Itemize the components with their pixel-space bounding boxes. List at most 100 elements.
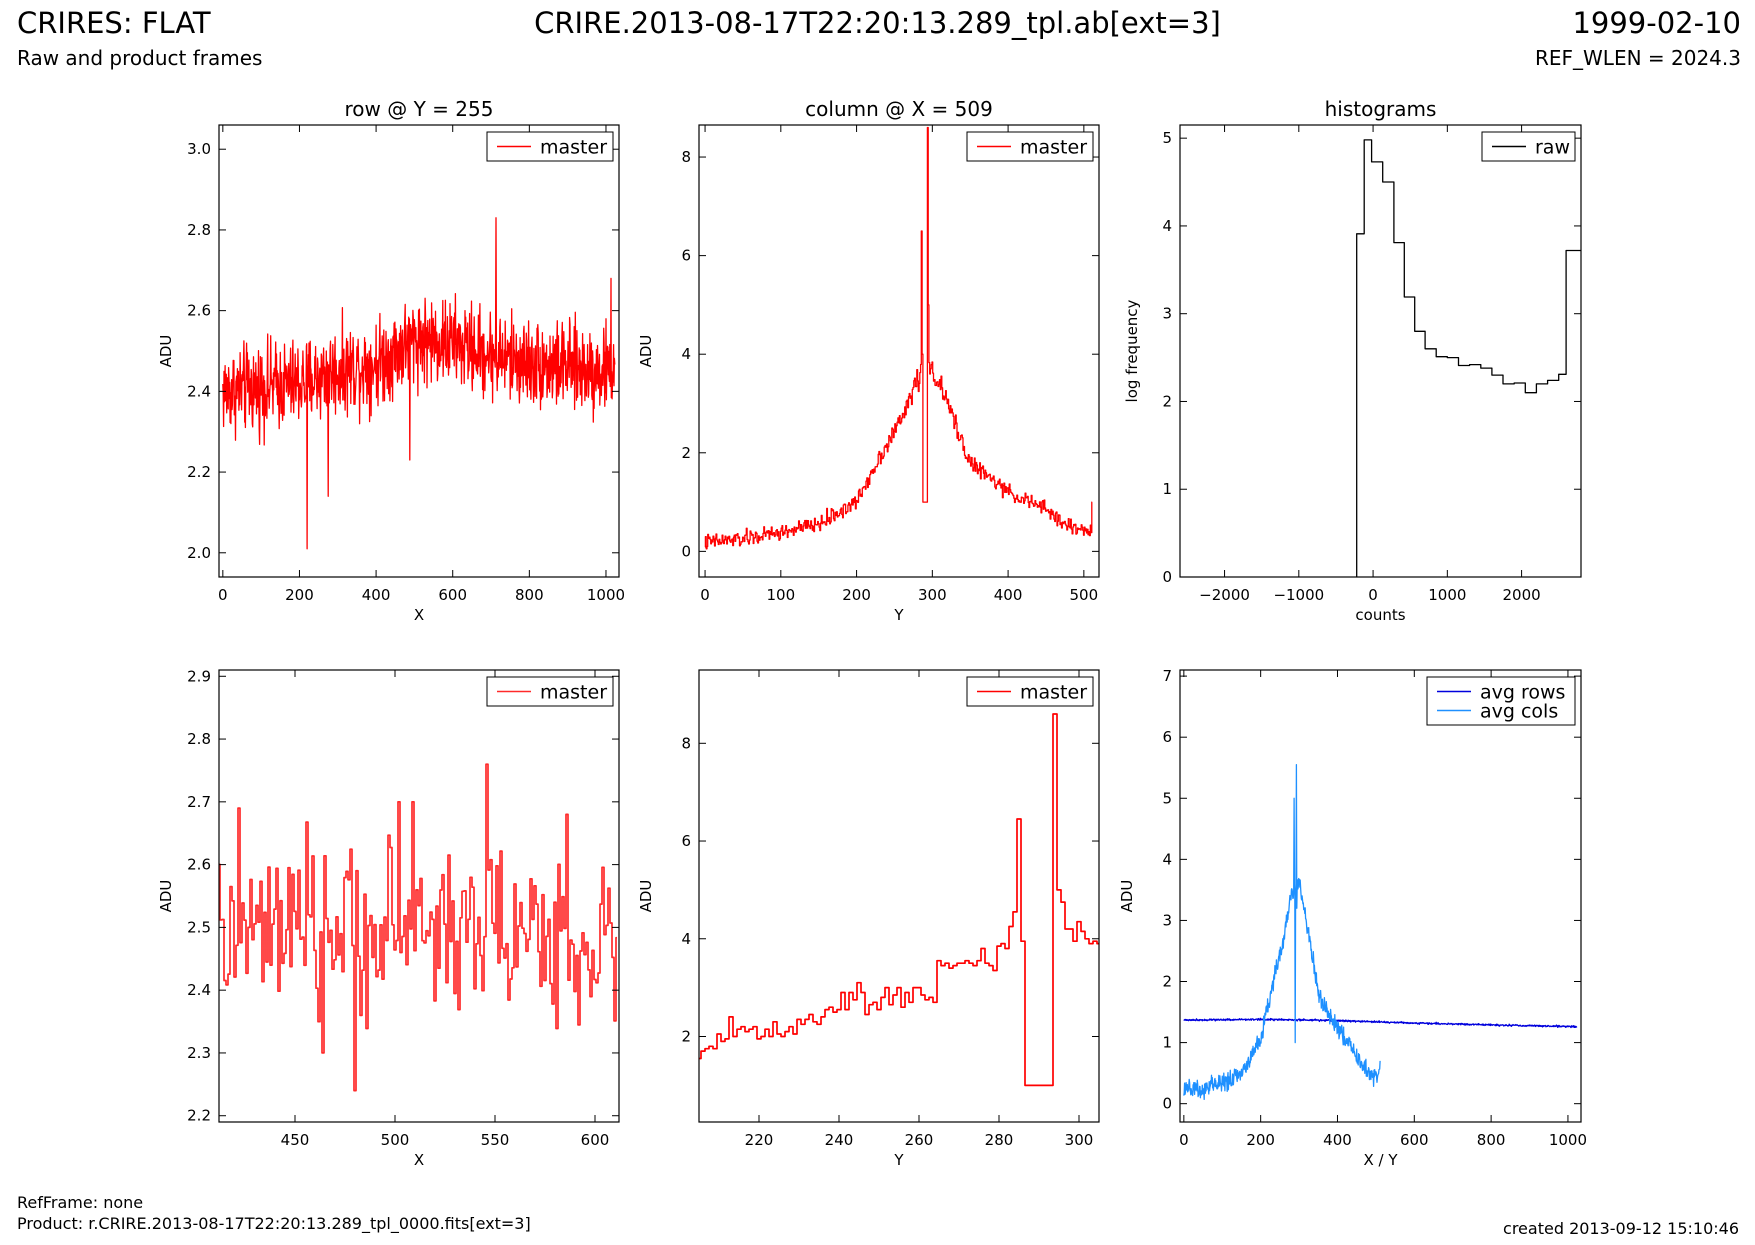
- y-tick-label: 5: [1162, 129, 1172, 147]
- y-tick-label: 4: [681, 930, 691, 948]
- x-axis-label: counts: [1355, 606, 1405, 624]
- y-axis-label: ADU: [637, 335, 655, 368]
- x-tick-label: 800: [1477, 1131, 1506, 1149]
- chart-averages: 0 200 400 600 800 1000 0 1 2 3 4 5 6 7 X / Y ADU avg row…: [1118, 667, 1587, 1169]
- y-tick-label: 2.6: [187, 856, 211, 874]
- chart-title: row @ Y = 255: [345, 97, 494, 121]
- page-title: CRIRES: FLAT: [17, 6, 211, 40]
- y-tick-label: 4: [681, 345, 691, 363]
- y-tick-label: 4: [1162, 217, 1172, 235]
- x-axis-label: Y: [893, 606, 904, 624]
- y-tick-label: 7: [1162, 667, 1172, 685]
- axes-frame: [218, 124, 620, 578]
- y-tick-label: 4: [1162, 850, 1172, 868]
- y-tick-label: 2.8: [187, 221, 211, 239]
- y-tick-label: 5: [1162, 789, 1172, 807]
- y-axis-label: log frequency: [1123, 299, 1141, 402]
- y-tick-label: 0: [1162, 1095, 1172, 1113]
- x-tick-label: 1000: [1428, 586, 1466, 604]
- x-tick-label: 300: [1065, 1131, 1094, 1149]
- y-tick-label: 2.5: [187, 918, 211, 936]
- chart-row-zoom: 450 500 550 600 2.2 2.3 2.4 2.5 2.6 2.7 2.8 2.9 X ADU…: [157, 667, 620, 1169]
- y-tick-label: 3: [1162, 911, 1172, 929]
- x-tick-label: 0: [1179, 1131, 1189, 1149]
- y-tick-label: 2.3: [187, 1044, 211, 1062]
- legend: master: [486, 676, 614, 707]
- ref-frame-label: RefFrame: none: [17, 1193, 144, 1212]
- y-tick-label: 2.7: [187, 793, 211, 811]
- product-label: Product: r.CRIRE.2013-08-17T22:20:13.289…: [17, 1214, 531, 1233]
- series-master: [219, 763, 617, 1092]
- series-raw: [1356, 139, 1581, 577]
- legend-label: master: [1020, 137, 1087, 159]
- series-avg-cols: [1183, 764, 1381, 1101]
- chart-column: 0 100 200 300 400 500 0 2 4 6 8 column @ X = 509 Y AD…: [637, 97, 1100, 624]
- x-tick-label: 200: [842, 586, 871, 604]
- y-tick-label: 2.2: [187, 463, 211, 481]
- x-tick-label: 300: [918, 586, 947, 604]
- legend: master: [486, 131, 614, 162]
- y-tick-label: 2: [681, 1027, 691, 1045]
- x-tick-label: 800: [515, 586, 544, 604]
- legend-label: master: [1020, 682, 1087, 704]
- series-master: [704, 126, 1093, 550]
- y-axis-label: ADU: [637, 880, 655, 913]
- chart-histograms: −2000 −1000 0 1000 2000 0 1 2 3 4 5 histograms count…: [1123, 97, 1582, 624]
- x-tick-label: 600: [1400, 1131, 1429, 1149]
- created-label: created 2013-09-12 15:10:46: [1503, 1219, 1739, 1238]
- legend: master: [966, 131, 1094, 162]
- x-tick-label: 0: [218, 586, 228, 604]
- legend: raw: [1481, 131, 1576, 162]
- x-tick-label: −2000: [1199, 586, 1250, 604]
- x-tick-label: 240: [825, 1131, 854, 1149]
- axes-frame: [1179, 669, 1582, 1123]
- y-axis-label: ADU: [1118, 880, 1136, 913]
- y-tick-label: 3: [1162, 305, 1172, 323]
- x-tick-label: 100: [766, 586, 795, 604]
- x-tick-label: 500: [381, 1131, 410, 1149]
- x-tick-label: 550: [481, 1131, 510, 1149]
- axes-frame: [1179, 124, 1582, 578]
- legend-label: raw: [1535, 137, 1570, 159]
- x-tick-label: 260: [905, 1131, 934, 1149]
- x-tick-label: 500: [1070, 586, 1099, 604]
- x-tick-label: 1000: [1549, 1131, 1587, 1149]
- x-tick-label: 400: [362, 586, 391, 604]
- x-tick-label: 200: [285, 586, 314, 604]
- x-tick-label: 280: [985, 1131, 1014, 1149]
- chart-title: histograms: [1325, 97, 1437, 121]
- axes-frame: [698, 124, 1100, 578]
- axes-frame: [218, 669, 620, 1123]
- y-tick-label: 6: [681, 247, 691, 265]
- y-tick-label: 2.2: [187, 1107, 211, 1125]
- legend: master: [966, 676, 1094, 707]
- legend-label: master: [540, 137, 607, 159]
- file-title: CRIRE.2013-08-17T22:20:13.289_tpl.ab[ext…: [534, 6, 1221, 40]
- y-tick-label: 2.0: [187, 544, 211, 562]
- series-master: [699, 713, 1099, 1087]
- x-tick-label: 0: [1368, 586, 1378, 604]
- x-axis-label: X: [414, 606, 424, 624]
- y-tick-label: 6: [1162, 728, 1172, 746]
- x-tick-label: 600: [581, 1131, 610, 1149]
- axes-frame: [698, 669, 1100, 1123]
- y-tick-label: 2.9: [187, 667, 211, 685]
- legend-label: master: [540, 682, 607, 704]
- x-tick-label: 2000: [1502, 586, 1540, 604]
- x-tick-label: 1000: [587, 586, 625, 604]
- legend-box: [1426, 676, 1576, 726]
- y-tick-label: 3.0: [187, 140, 211, 158]
- chart-title: column @ X = 509: [805, 97, 993, 121]
- page-subtitle: Raw and product frames: [17, 46, 263, 70]
- x-tick-label: 600: [438, 586, 467, 604]
- y-axis-label: ADU: [157, 335, 175, 368]
- y-tick-label: 2.6: [187, 302, 211, 320]
- x-axis-label: Y: [893, 1151, 904, 1169]
- y-tick-label: 2: [1162, 392, 1172, 410]
- y-tick-label: 8: [681, 734, 691, 752]
- y-tick-label: 1: [1162, 1034, 1172, 1052]
- y-tick-label: 2.4: [187, 981, 211, 999]
- y-tick-label: 8: [681, 148, 691, 166]
- x-tick-label: 400: [1323, 1131, 1352, 1149]
